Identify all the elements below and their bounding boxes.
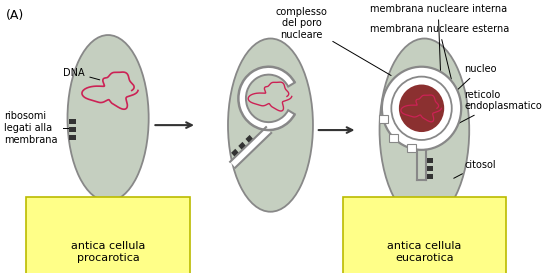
Bar	[69, 135, 76, 140]
Polygon shape	[238, 67, 295, 130]
Text: membrana nucleare esterna: membrana nucleare esterna	[370, 24, 509, 79]
Text: membrana nucleare interna: membrana nucleare interna	[370, 4, 507, 81]
Text: complesso
del poro
nucleare: complesso del poro nucleare	[276, 7, 391, 76]
Ellipse shape	[228, 38, 313, 212]
Polygon shape	[230, 127, 271, 168]
Bar	[231, 149, 238, 156]
Bar	[378, 115, 388, 123]
Bar	[69, 127, 76, 132]
Text: DNA: DNA	[63, 68, 100, 80]
Bar	[427, 158, 433, 163]
Ellipse shape	[391, 77, 452, 140]
Bar	[245, 135, 253, 143]
Text: ribosomi
legati alla
membrana: ribosomi legati alla membrana	[4, 111, 58, 145]
Bar	[407, 144, 416, 152]
Text: antica cellula
procarotica: antica cellula procarotica	[71, 241, 145, 263]
Text: antica cellula
eucarotica: antica cellula eucarotica	[387, 241, 461, 263]
Bar	[69, 119, 76, 124]
Text: (A): (A)	[6, 9, 24, 22]
Ellipse shape	[68, 35, 148, 201]
Text: reticolo
endoplasmatico: reticolo endoplasmatico	[456, 90, 542, 125]
Text: nucleo: nucleo	[439, 64, 496, 106]
Ellipse shape	[379, 38, 469, 222]
Ellipse shape	[399, 85, 444, 132]
Bar	[427, 166, 433, 171]
Bar	[238, 142, 245, 150]
Ellipse shape	[382, 67, 461, 150]
Bar	[389, 134, 398, 142]
Text: citosol: citosol	[454, 160, 496, 178]
Bar	[427, 174, 433, 179]
